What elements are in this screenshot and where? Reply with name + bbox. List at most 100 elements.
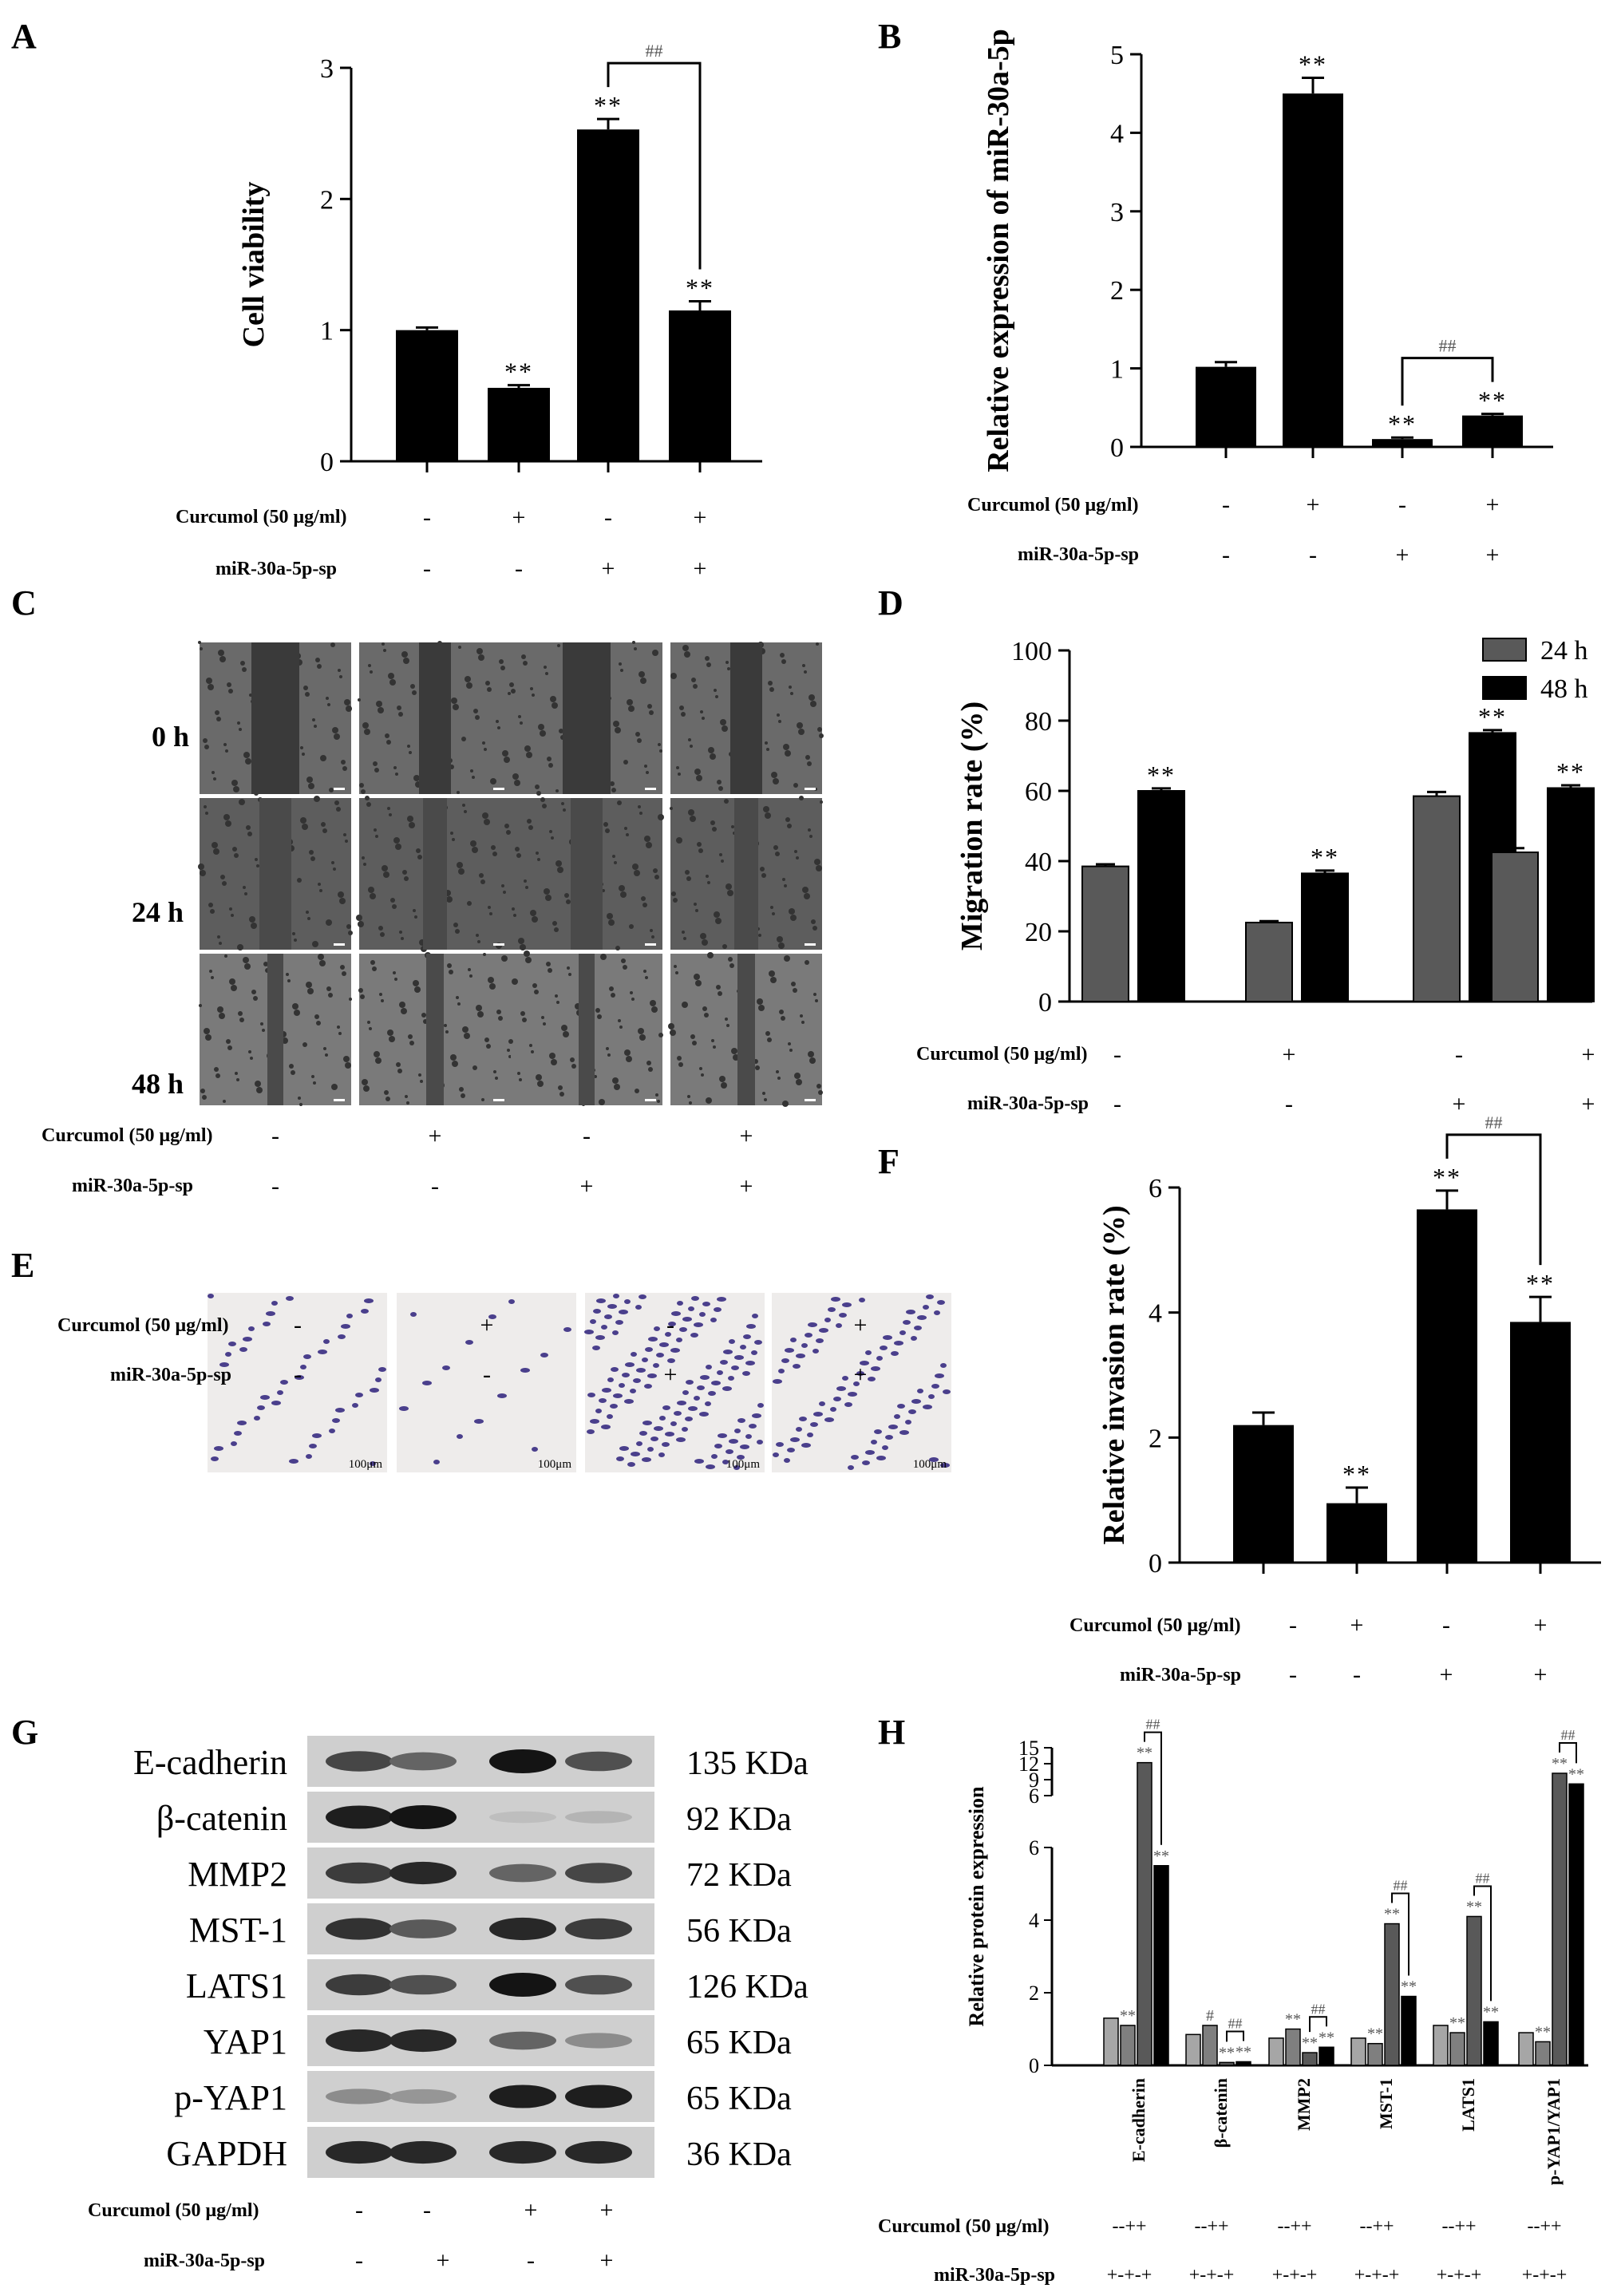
cell-speck [540, 730, 546, 737]
condition-sign: - [1222, 492, 1230, 518]
stained-cell [737, 1418, 745, 1423]
cell-speck [299, 1103, 302, 1106]
blot-band [565, 2085, 632, 2108]
cell-speck [781, 659, 786, 664]
stained-cell [422, 1381, 432, 1385]
condition-sign: - [423, 504, 431, 531]
cell-speck [488, 906, 491, 909]
cell-speck [452, 838, 455, 841]
significance-label: ** [1299, 50, 1327, 79]
cell-speck [311, 1075, 314, 1078]
wound-gap [251, 642, 299, 794]
stained-cell [260, 1395, 270, 1400]
condition-sign: - [1455, 1041, 1463, 1068]
cell-speck [458, 646, 461, 649]
wound-gap [423, 798, 447, 950]
condition-sign: - [431, 1173, 439, 1199]
x-category-label: MMP2 [1294, 2078, 1314, 2131]
cell-speck [489, 983, 496, 990]
cell-speck [678, 773, 681, 776]
cell-speck [545, 672, 548, 675]
condition-sign: + [740, 1123, 753, 1149]
stained-cell [615, 1320, 623, 1325]
cell-speck [260, 1022, 263, 1025]
cell-speck [233, 786, 239, 792]
cell-speck [557, 644, 560, 647]
stained-cell [819, 1328, 828, 1333]
cell-speck [512, 907, 515, 911]
cell-speck [537, 1081, 544, 1087]
cell-speck [334, 733, 340, 740]
condition-sign: + [854, 1312, 868, 1338]
cell-speck [794, 1073, 801, 1079]
cell-speck [318, 954, 324, 960]
cell-speck [816, 865, 822, 871]
cell-speck [508, 692, 511, 695]
scale-label: 100μm [913, 1458, 947, 1471]
cell-speck [809, 1057, 816, 1064]
cell-speck [300, 746, 303, 749]
cell-speck [413, 909, 416, 912]
cell-speck [458, 868, 465, 875]
bar [1401, 1995, 1417, 2066]
significance-label: ** [1388, 409, 1417, 438]
stained-cell [624, 1399, 634, 1404]
cell-speck [393, 837, 400, 844]
cell-speck [695, 909, 698, 912]
blot-band [489, 1749, 556, 1773]
stained-cell [630, 1389, 636, 1393]
blot-band [489, 1811, 556, 1824]
cell-speck [488, 977, 494, 983]
stained-cell [595, 1409, 602, 1413]
cell-speck [773, 845, 778, 850]
cell-speck [297, 878, 302, 883]
bar [1367, 2042, 1383, 2066]
stained-cell [674, 1411, 682, 1416]
cell-speck [328, 993, 333, 998]
significance-label: ** [1483, 2003, 1499, 2021]
stained-cell [624, 1299, 631, 1304]
cell-speck [671, 891, 676, 896]
condition-sign: - [1113, 1041, 1121, 1068]
stained-cell [935, 1373, 944, 1378]
stained-cell [911, 1336, 917, 1341]
stained-cell [690, 1333, 698, 1338]
stained-cell [860, 1361, 869, 1365]
cell-speck [682, 1002, 688, 1008]
stained-cell [677, 1301, 683, 1306]
cell-speck [784, 884, 787, 887]
cell-speck [605, 828, 610, 833]
bar [1245, 922, 1293, 1002]
cell-speck [401, 651, 408, 658]
cell-speck [479, 873, 484, 878]
cell-speck [343, 1056, 350, 1062]
cell-speck [710, 820, 715, 825]
cell-speck [394, 978, 397, 981]
cell-speck [643, 970, 646, 973]
stained-cell [346, 1314, 353, 1318]
y-tick-label: 2 [1110, 276, 1124, 306]
cell-speck [398, 712, 403, 717]
band-size-label: 56 KDa [686, 1913, 792, 1950]
cell-speck [512, 978, 518, 985]
stained-cell [647, 1447, 654, 1452]
cell-speck [447, 963, 452, 968]
cell-speck [229, 907, 232, 911]
cell-speck [205, 1034, 212, 1041]
cell-speck [363, 1085, 370, 1092]
cell-speck [635, 1089, 639, 1093]
stained-cell [883, 1335, 892, 1340]
cell-speck [343, 833, 346, 836]
cell-speck [713, 1045, 716, 1049]
stained-cell [787, 1448, 795, 1452]
cell-speck [219, 656, 226, 662]
cell-speck [712, 827, 717, 832]
cell-speck [528, 825, 533, 830]
stained-cell [706, 1365, 712, 1369]
blot-band [565, 1918, 632, 1940]
cell-speck [225, 749, 228, 753]
significance-bracket [1473, 1885, 1492, 2002]
bar [1103, 2017, 1119, 2066]
cell-speck [796, 1079, 802, 1085]
bar [1326, 1503, 1387, 1563]
